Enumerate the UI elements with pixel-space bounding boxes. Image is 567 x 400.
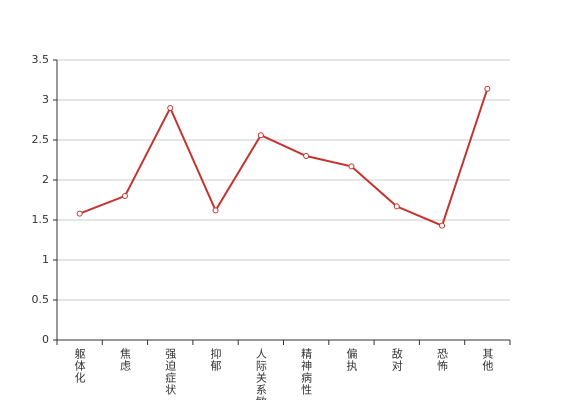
point	[439, 222, 446, 229]
y-tick-label: 0.5	[32, 293, 50, 306]
point	[393, 203, 400, 210]
y-tick-label: 3.5	[32, 53, 50, 66]
x-tick-label: 精神病性	[300, 348, 313, 396]
y-tick-label: 2.5	[32, 133, 50, 146]
point	[348, 163, 355, 170]
y-tick-label: 3	[42, 93, 49, 106]
x-tick-label: 偏执	[345, 347, 358, 372]
x-tick-label: 躯体化	[73, 348, 86, 384]
point	[212, 207, 219, 214]
x-tick-label: 其他	[481, 348, 494, 372]
x-tick-label: 强迫症状	[164, 348, 177, 396]
x-tick-label: 人际关系敏感	[254, 348, 267, 400]
point	[167, 105, 174, 111]
y-tick-label: 0	[42, 333, 49, 346]
y-tick-label: 1.5	[32, 213, 50, 226]
point	[76, 210, 83, 217]
point	[303, 153, 310, 159]
x-tick-label: 焦虑	[118, 348, 131, 372]
x-tick-label: 抑郁	[209, 347, 222, 372]
point	[484, 85, 491, 92]
y-tick-label: 1	[42, 253, 49, 266]
point	[121, 193, 128, 199]
x-tick-label: 敌对	[390, 347, 403, 372]
point	[257, 132, 264, 139]
line	[79, 88, 489, 227]
x-tick-label: 恐怖	[436, 348, 449, 372]
y-tick-label: 2	[42, 173, 49, 186]
